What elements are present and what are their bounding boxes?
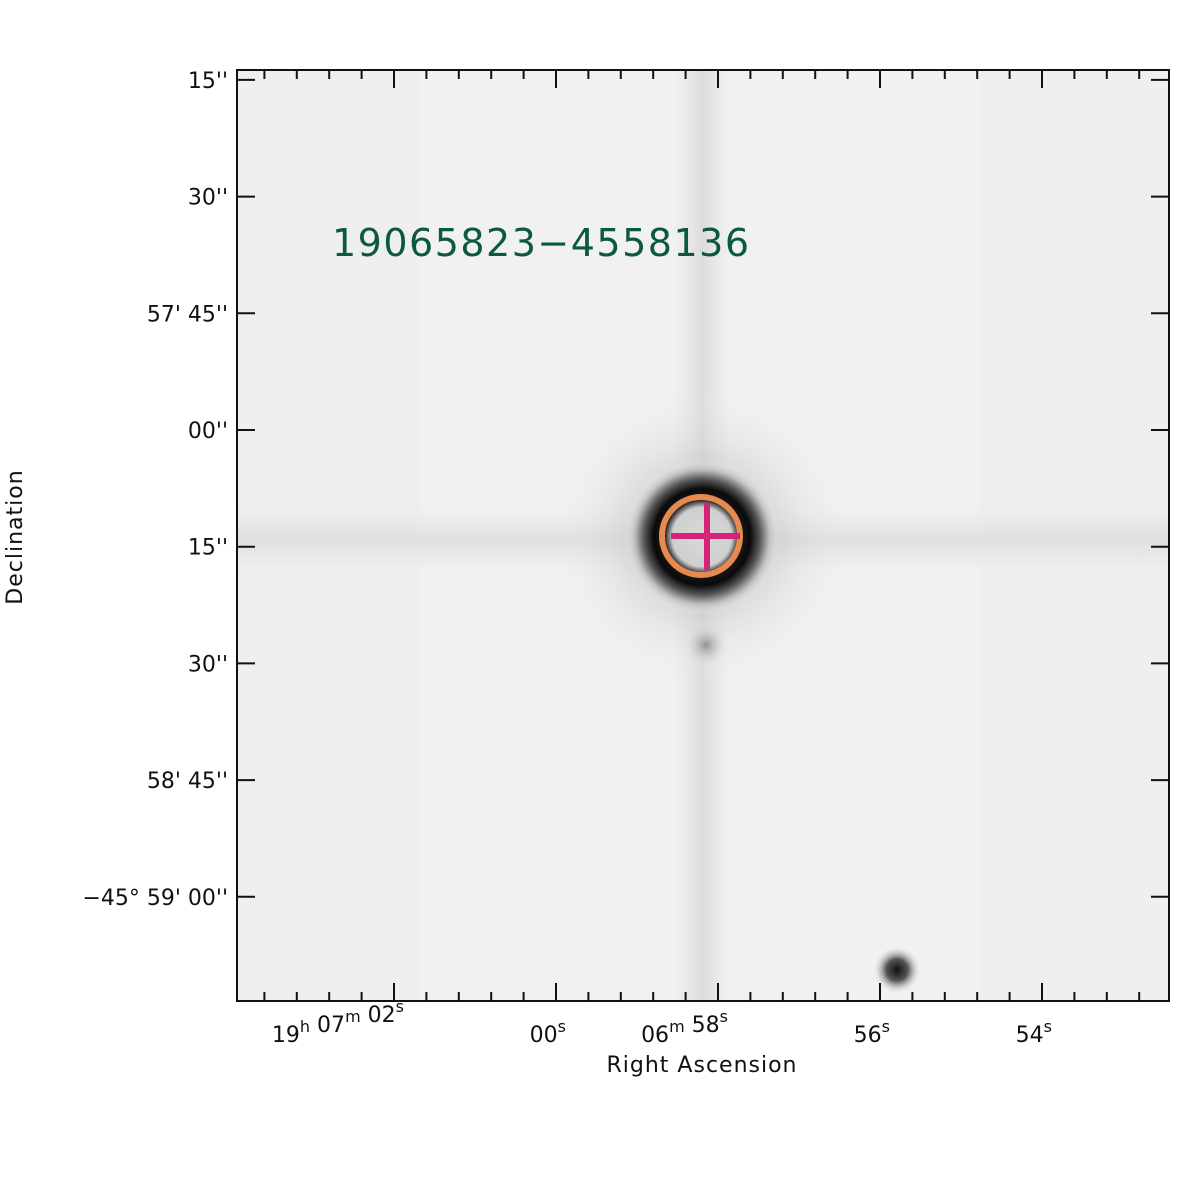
ra-tick-label: 19h 07m 02s [272,997,404,1048]
y-axis-title: Declination [3,469,28,604]
ra-tick-label: 00s [530,1017,566,1048]
dec-tick-label: −45° 59' 00'' [82,886,228,911]
dec-tick-label: 30'' [188,186,228,211]
dec-tick-label: 15'' [188,69,228,94]
dec-tick-label: 58' 45'' [147,769,228,794]
dec-tick-label: 15'' [188,536,228,561]
ra-tick-label: 56s [854,1017,890,1048]
dec-tick-labels: 15'' 30'' 57' 45'' 00'' 15'' 30'' 58' 45'' −45°… [82,69,228,911]
x-axis-title: Right Ascension [607,1053,798,1078]
source-label: 19065823−4558136 [332,221,751,265]
ra-tick-label: 06m 58s [641,1007,728,1048]
plot-frame [236,69,1170,1002]
dec-tick-label: 00'' [188,419,228,444]
dec-tick-label: 57' 45'' [147,302,228,327]
dec-tick-label: 30'' [188,652,228,677]
ra-tick-labels: 19h 07m 02s 00s 06m 58s 56s 54s [272,997,1052,1048]
ra-tick-label: 54s [1016,1017,1052,1048]
axis-ticks [237,70,1169,1001]
